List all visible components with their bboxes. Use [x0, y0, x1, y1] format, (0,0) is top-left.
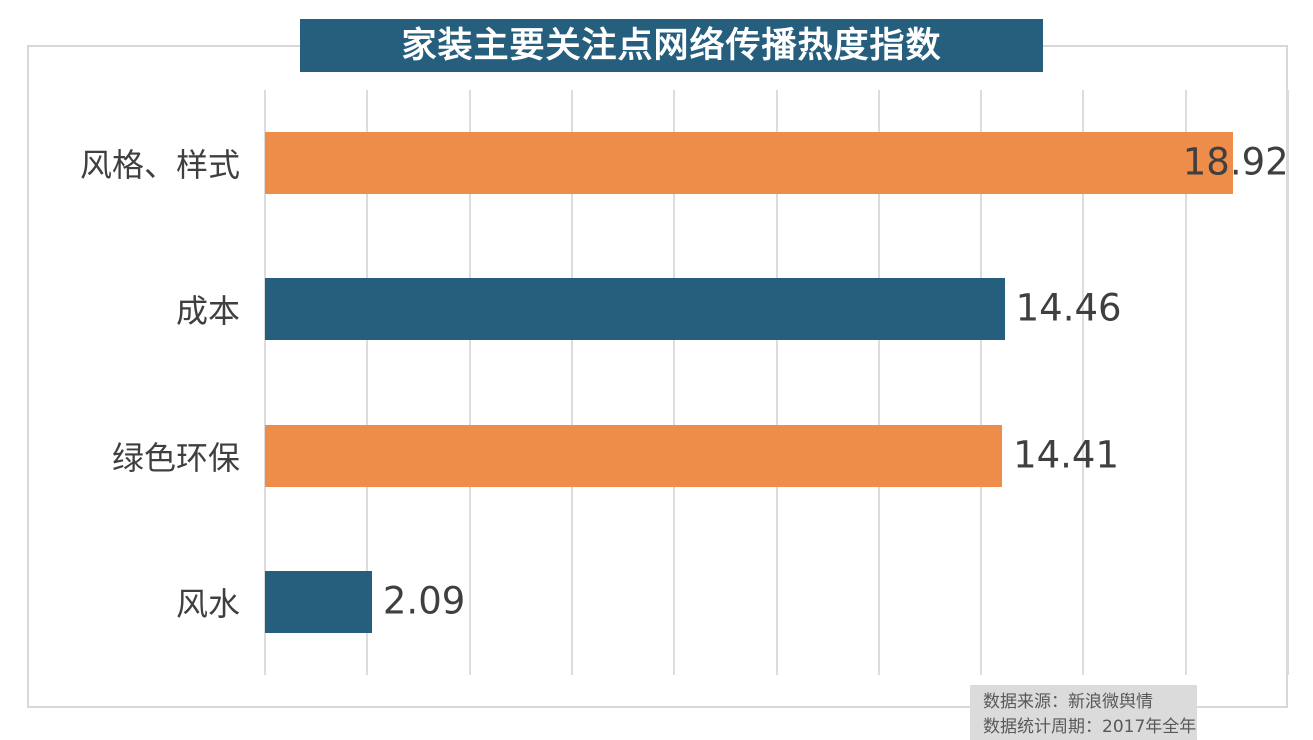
bar	[265, 278, 1005, 341]
category-label: 风格、样式	[79, 146, 240, 185]
vertical-gridline	[980, 90, 983, 675]
category-label: 风水	[175, 584, 240, 623]
category-label: 成本	[175, 292, 240, 331]
chart-title: 家装主要关注点网络传播热度指数	[300, 19, 1043, 72]
data-source-box: 数据来源：新浪微舆情 数据统计周期：2017年全年	[970, 685, 1197, 740]
vertical-gridline	[468, 90, 471, 675]
data-source-line: 数据来源：新浪微舆情	[983, 692, 1153, 712]
value-label: 18.92	[1182, 140, 1289, 184]
vertical-gridline	[264, 90, 266, 675]
vertical-gridline	[673, 90, 676, 675]
vertical-gridline	[1184, 90, 1187, 675]
plot-area	[264, 90, 1289, 675]
value-label: 14.46	[1015, 287, 1122, 331]
bar	[265, 424, 1003, 487]
value-label: 2.09	[382, 579, 466, 623]
vertical-gridline	[570, 90, 573, 675]
vertical-gridline	[1082, 90, 1085, 675]
category-label: 绿色环保	[111, 438, 240, 477]
vertical-gridline	[1287, 90, 1289, 675]
vertical-gridline	[775, 90, 778, 675]
value-label: 14.41	[1013, 433, 1119, 477]
vertical-gridline	[366, 90, 369, 675]
bar	[265, 132, 1233, 195]
vertical-gridline	[877, 90, 880, 675]
bar	[265, 570, 372, 633]
data-period-line: 数据统计周期：2017年全年	[983, 717, 1197, 737]
